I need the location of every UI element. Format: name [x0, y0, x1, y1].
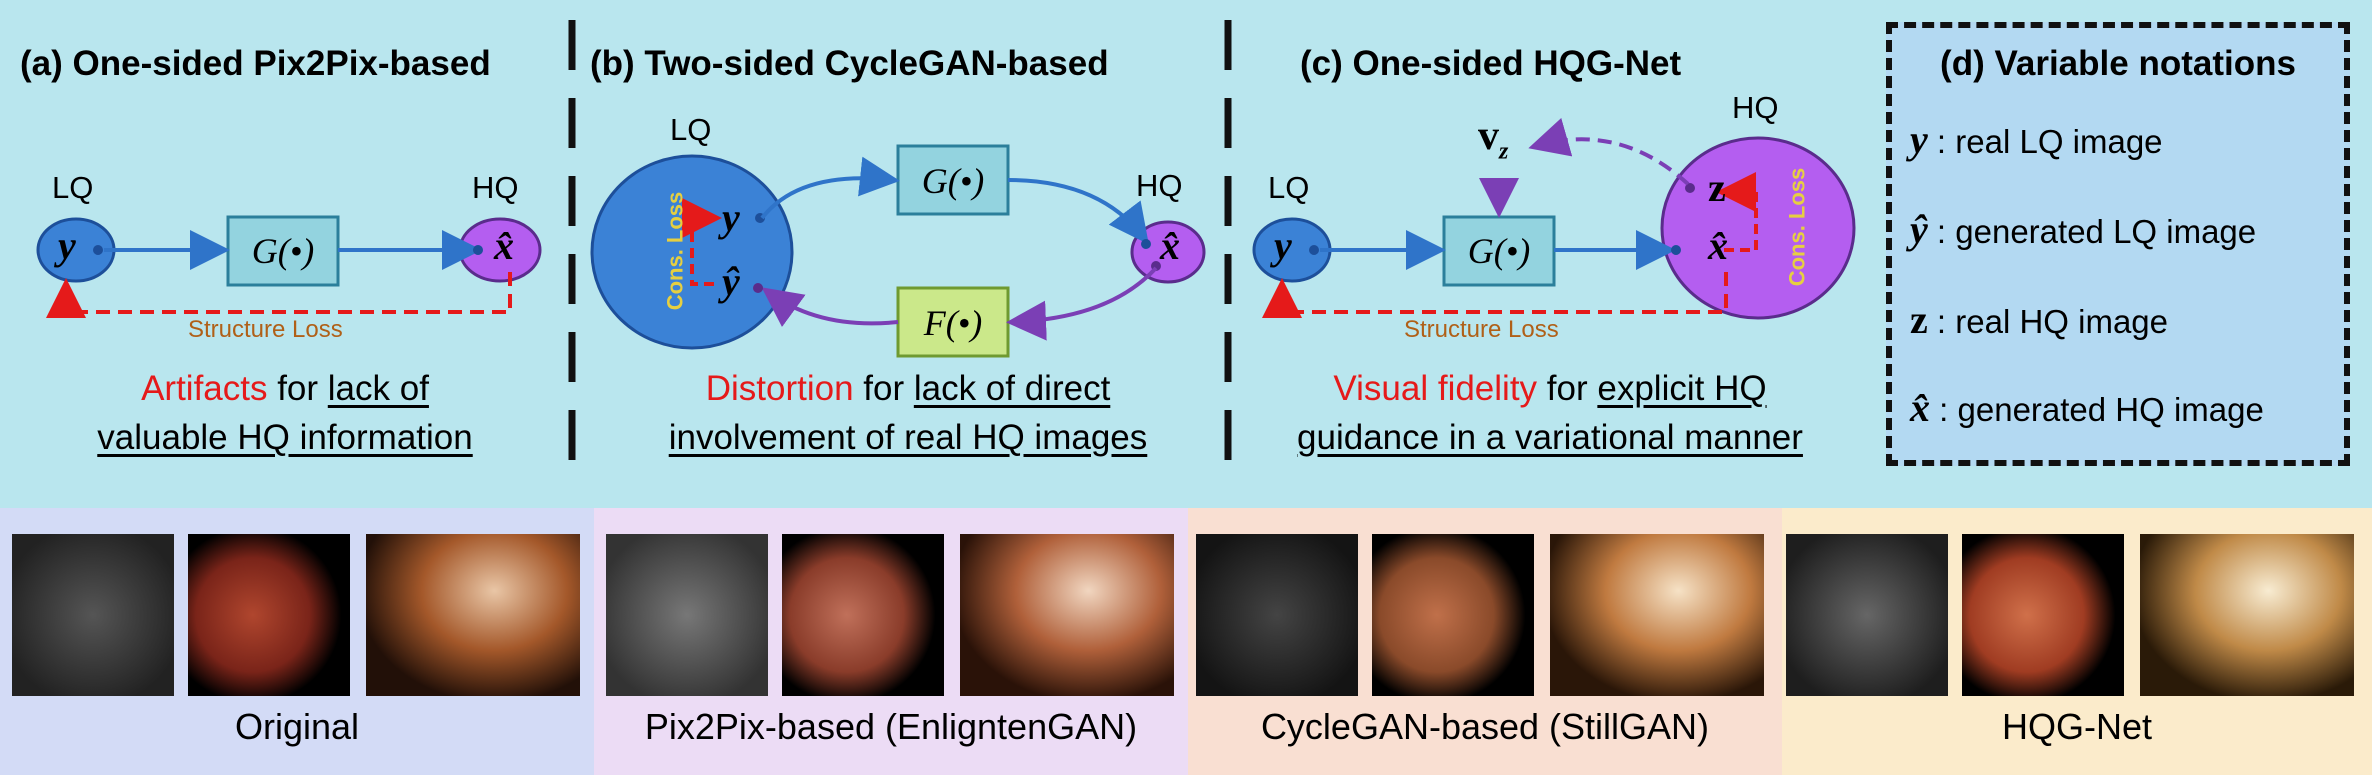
a-hq-label: HQ	[472, 170, 519, 205]
b-cons-loss-arrow	[682, 198, 722, 286]
fundus-thumbnail	[782, 534, 944, 696]
notation-row: z : real HQ image	[1910, 297, 2169, 342]
endoscopy-thumbnail	[2140, 534, 2354, 696]
a-structure-loss-label: Structure Loss	[188, 316, 343, 343]
result-group-hqgnet: HQG-Net	[1782, 508, 2372, 775]
c-structure-loss-arrow	[1262, 272, 1728, 318]
result-group-original: Original	[0, 508, 594, 775]
oct-thumbnail	[1196, 534, 1358, 696]
a-note: Artifacts for lack of valuable HQ inform…	[97, 369, 473, 457]
b-generator-f	[896, 286, 1010, 358]
c-xhat-symbol: x̂	[1708, 223, 1728, 268]
b-yhat-symbol: ŷ	[722, 259, 740, 304]
b-lq-label: LQ	[670, 112, 712, 147]
c-cons-loss-label: Cons. Loss	[1784, 167, 1810, 287]
panel-a-title: (a) One-sided Pix2Pix-based	[20, 44, 491, 83]
endoscopy-thumbnail	[1550, 534, 1764, 696]
b-note: Distortion for lack of direct involvemen…	[668, 369, 1148, 457]
c-lq-label: LQ	[1268, 170, 1310, 205]
notation-row: y : real LQ image	[1910, 117, 2163, 162]
b-hq-node	[1130, 220, 1206, 284]
panel-b-diagram	[590, 144, 1206, 358]
notation-row: x̂ : generated HQ image	[1910, 385, 2264, 430]
fundus-thumbnail	[1372, 534, 1534, 696]
b-arrow-x-to-f	[1006, 266, 1158, 341]
result-group-cyclegan: CycleGAN-based (StillGAN)	[1188, 508, 1782, 775]
panel-d-title: (d) Variable notations	[1940, 44, 2296, 83]
c-cons-loss-arrow	[1716, 172, 1758, 252]
b-generator-g	[896, 144, 1010, 216]
b-generator-g-label: G(•)	[921, 161, 985, 201]
oct-thumbnail	[12, 534, 174, 696]
c-y-symbol: y	[1274, 223, 1292, 268]
c-vz-symbol: vz	[1478, 113, 1509, 165]
a-structure-loss-arrow	[46, 272, 512, 318]
a-generator-box	[226, 215, 340, 287]
notation-row: ŷ : generated LQ image	[1910, 207, 2257, 252]
a-y-symbol: y	[58, 223, 76, 268]
a-generator-label: G(•)	[251, 231, 315, 271]
c-hq-label: HQ	[1732, 90, 1779, 125]
b-generator-f-label: F(•)	[923, 303, 983, 343]
c-z-symbol: z	[1708, 165, 1726, 210]
panel-c-diagram	[1252, 117, 1856, 320]
c-structure-loss-label: Structure Loss	[1404, 316, 1559, 343]
b-cons-loss-label: Cons. Loss	[662, 191, 688, 311]
notations-box: (d) Variable notations y : real LQ image…	[1886, 22, 2350, 466]
c-arrow-z-to-vz	[1528, 117, 1690, 186]
diagram-canvas	[36, 20, 1856, 480]
b-y-symbol: y	[722, 195, 740, 240]
fundus-thumbnail	[188, 534, 350, 696]
b-xhat-symbol: x̂	[1160, 223, 1180, 268]
oct-thumbnail	[606, 534, 768, 696]
result-group-pix2pix: Pix2Pix-based (EnligntenGAN)	[594, 508, 1188, 775]
result-caption: CycleGAN-based (StillGAN)	[1260, 706, 1710, 747]
panel-b-title: (b) Two-sided CycleGAN-based	[590, 44, 1109, 83]
a-lq-label: LQ	[52, 170, 94, 205]
b-arrow-g-to-x	[1007, 178, 1149, 245]
c-generator-label: G(•)	[1467, 231, 1531, 271]
c-note: Visual fidelity for explicit HQ guidance…	[1297, 369, 1803, 457]
b-arrow-y-to-g	[760, 156, 900, 220]
result-caption: HQG-Net	[2001, 706, 2152, 747]
a-xhat-symbol: x̂	[494, 223, 514, 268]
c-generator-box	[1442, 215, 1556, 287]
fundus-thumbnail	[1962, 534, 2124, 696]
method-comparison-panel: (a) One-sided Pix2Pix-based LQ HQ y x̂ G…	[0, 0, 2372, 508]
endoscopy-thumbnail	[366, 534, 580, 696]
b-hq-label: HQ	[1136, 168, 1183, 203]
oct-thumbnail	[1786, 534, 1948, 696]
result-caption: Original	[234, 706, 360, 747]
panel-a-diagram	[36, 215, 542, 318]
panel-c-title: (c) One-sided HQG-Net	[1300, 44, 1682, 83]
endoscopy-thumbnail	[960, 534, 1174, 696]
b-arrow-f-to-yhat	[761, 287, 899, 328]
result-caption: Pix2Pix-based (EnligntenGAN)	[644, 706, 1138, 747]
